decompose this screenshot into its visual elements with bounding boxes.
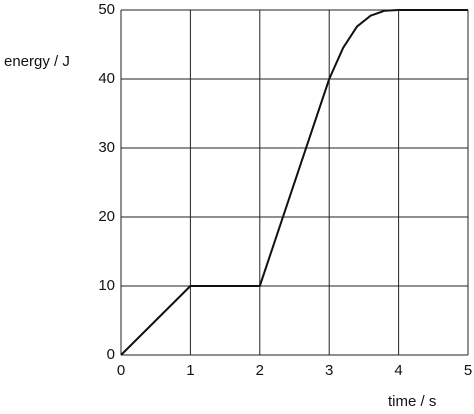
x-tick-label: 0 [117,362,125,379]
y-tick-label: 10 [98,277,115,294]
x-tick-label: 5 [464,362,472,379]
y-tick-label: 50 [98,1,115,18]
data-line [120,9,468,356]
x-tick-label: 1 [186,362,194,379]
y-tick-label: 0 [107,346,115,363]
y-tick-label: 20 [98,208,115,225]
x-tick-label: 3 [325,362,333,379]
y-tick-label: 30 [98,139,115,156]
x-tick-label: 2 [256,362,264,379]
y-axis-label: energy / J [4,53,70,70]
x-tick-label: 4 [394,362,402,379]
x-axis-label: time / s [388,393,436,410]
y-tick-label: 40 [98,70,115,87]
